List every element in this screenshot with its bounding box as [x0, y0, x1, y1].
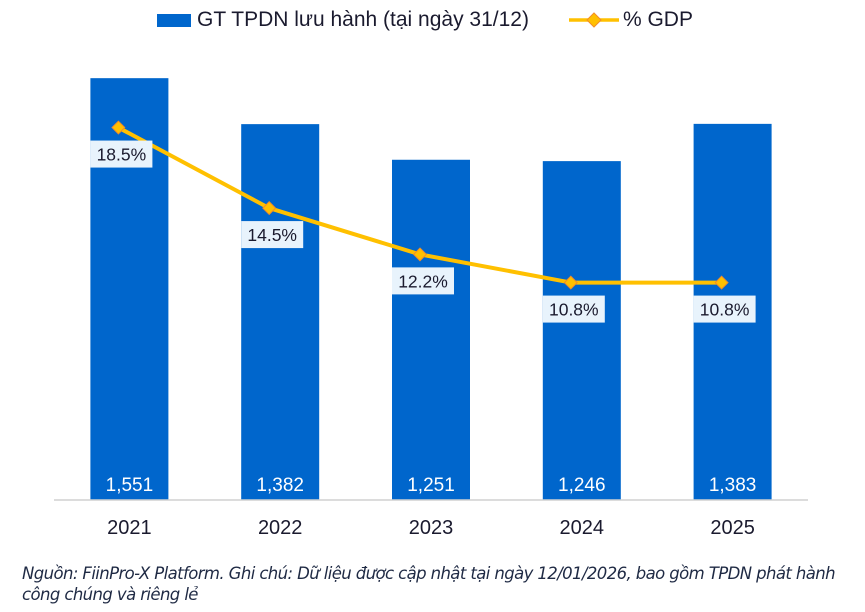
bar-2022 [241, 124, 320, 500]
bar-2024 [542, 161, 621, 501]
combo-chart: 1,551 1,382 1,251 1,246 1,383 2021 2022 2023 20… [54, 78, 808, 539]
bar-value-label: 1,246 [558, 475, 606, 496]
legend-line-swatch [568, 12, 619, 28]
gdp-label-box [90, 140, 153, 168]
gdp-marker [111, 120, 126, 135]
gdp-label-box [693, 295, 756, 323]
line-data-labels: 18.5% 14.5% 12.2% 10.8% 10.8% [90, 140, 756, 323]
x-tick-label: 2025 [710, 517, 755, 539]
gdp-label-box [241, 221, 304, 249]
legend: GT TPDN lưu hành (tại ngày 31/12) % GDP [157, 8, 693, 32]
gdp-value-label: 14.5% [247, 225, 297, 245]
line-series [111, 120, 729, 290]
legend-item-bar: GT TPDN lưu hành (tại ngày 31/12) [157, 8, 529, 32]
x-tick-label: 2021 [107, 517, 152, 539]
x-tick-labels: 2021 2022 2023 2024 2025 [107, 517, 755, 539]
gdp-value-label: 10.8% [549, 300, 599, 320]
gdp-label-box [542, 295, 605, 323]
x-tick-label: 2023 [409, 517, 454, 539]
gdp-marker [714, 275, 729, 290]
gdp-value-label: 18.5% [97, 145, 147, 165]
bar-value-label: 1,383 [709, 475, 757, 496]
gdp-value-label: 12.2% [398, 271, 448, 291]
x-tick-label: 2022 [258, 517, 303, 539]
bar-value-label: 1,251 [407, 475, 455, 496]
gdp-marker [412, 247, 428, 262]
legend-bar-swatch [157, 13, 191, 27]
gdp-label-box [392, 267, 454, 295]
bar-value-label: 1,382 [256, 475, 304, 496]
gdp-value-label: 10.8% [700, 300, 750, 320]
source-footnote: Nguồn: FiinPro-X Platform. Ghi chú: Dữ l… [22, 564, 836, 604]
bar-value-label: 1,551 [106, 475, 154, 496]
gdp-marker [262, 201, 277, 216]
x-tick-label: 2024 [560, 517, 605, 539]
legend-bar-label: GT TPDN lưu hành (tại ngày 31/12) [197, 8, 529, 31]
gdp-marker [563, 275, 578, 290]
legend-item-line: % GDP [568, 8, 693, 32]
bar-2023 [392, 159, 470, 500]
legend-line-label: % GDP [622, 8, 693, 31]
